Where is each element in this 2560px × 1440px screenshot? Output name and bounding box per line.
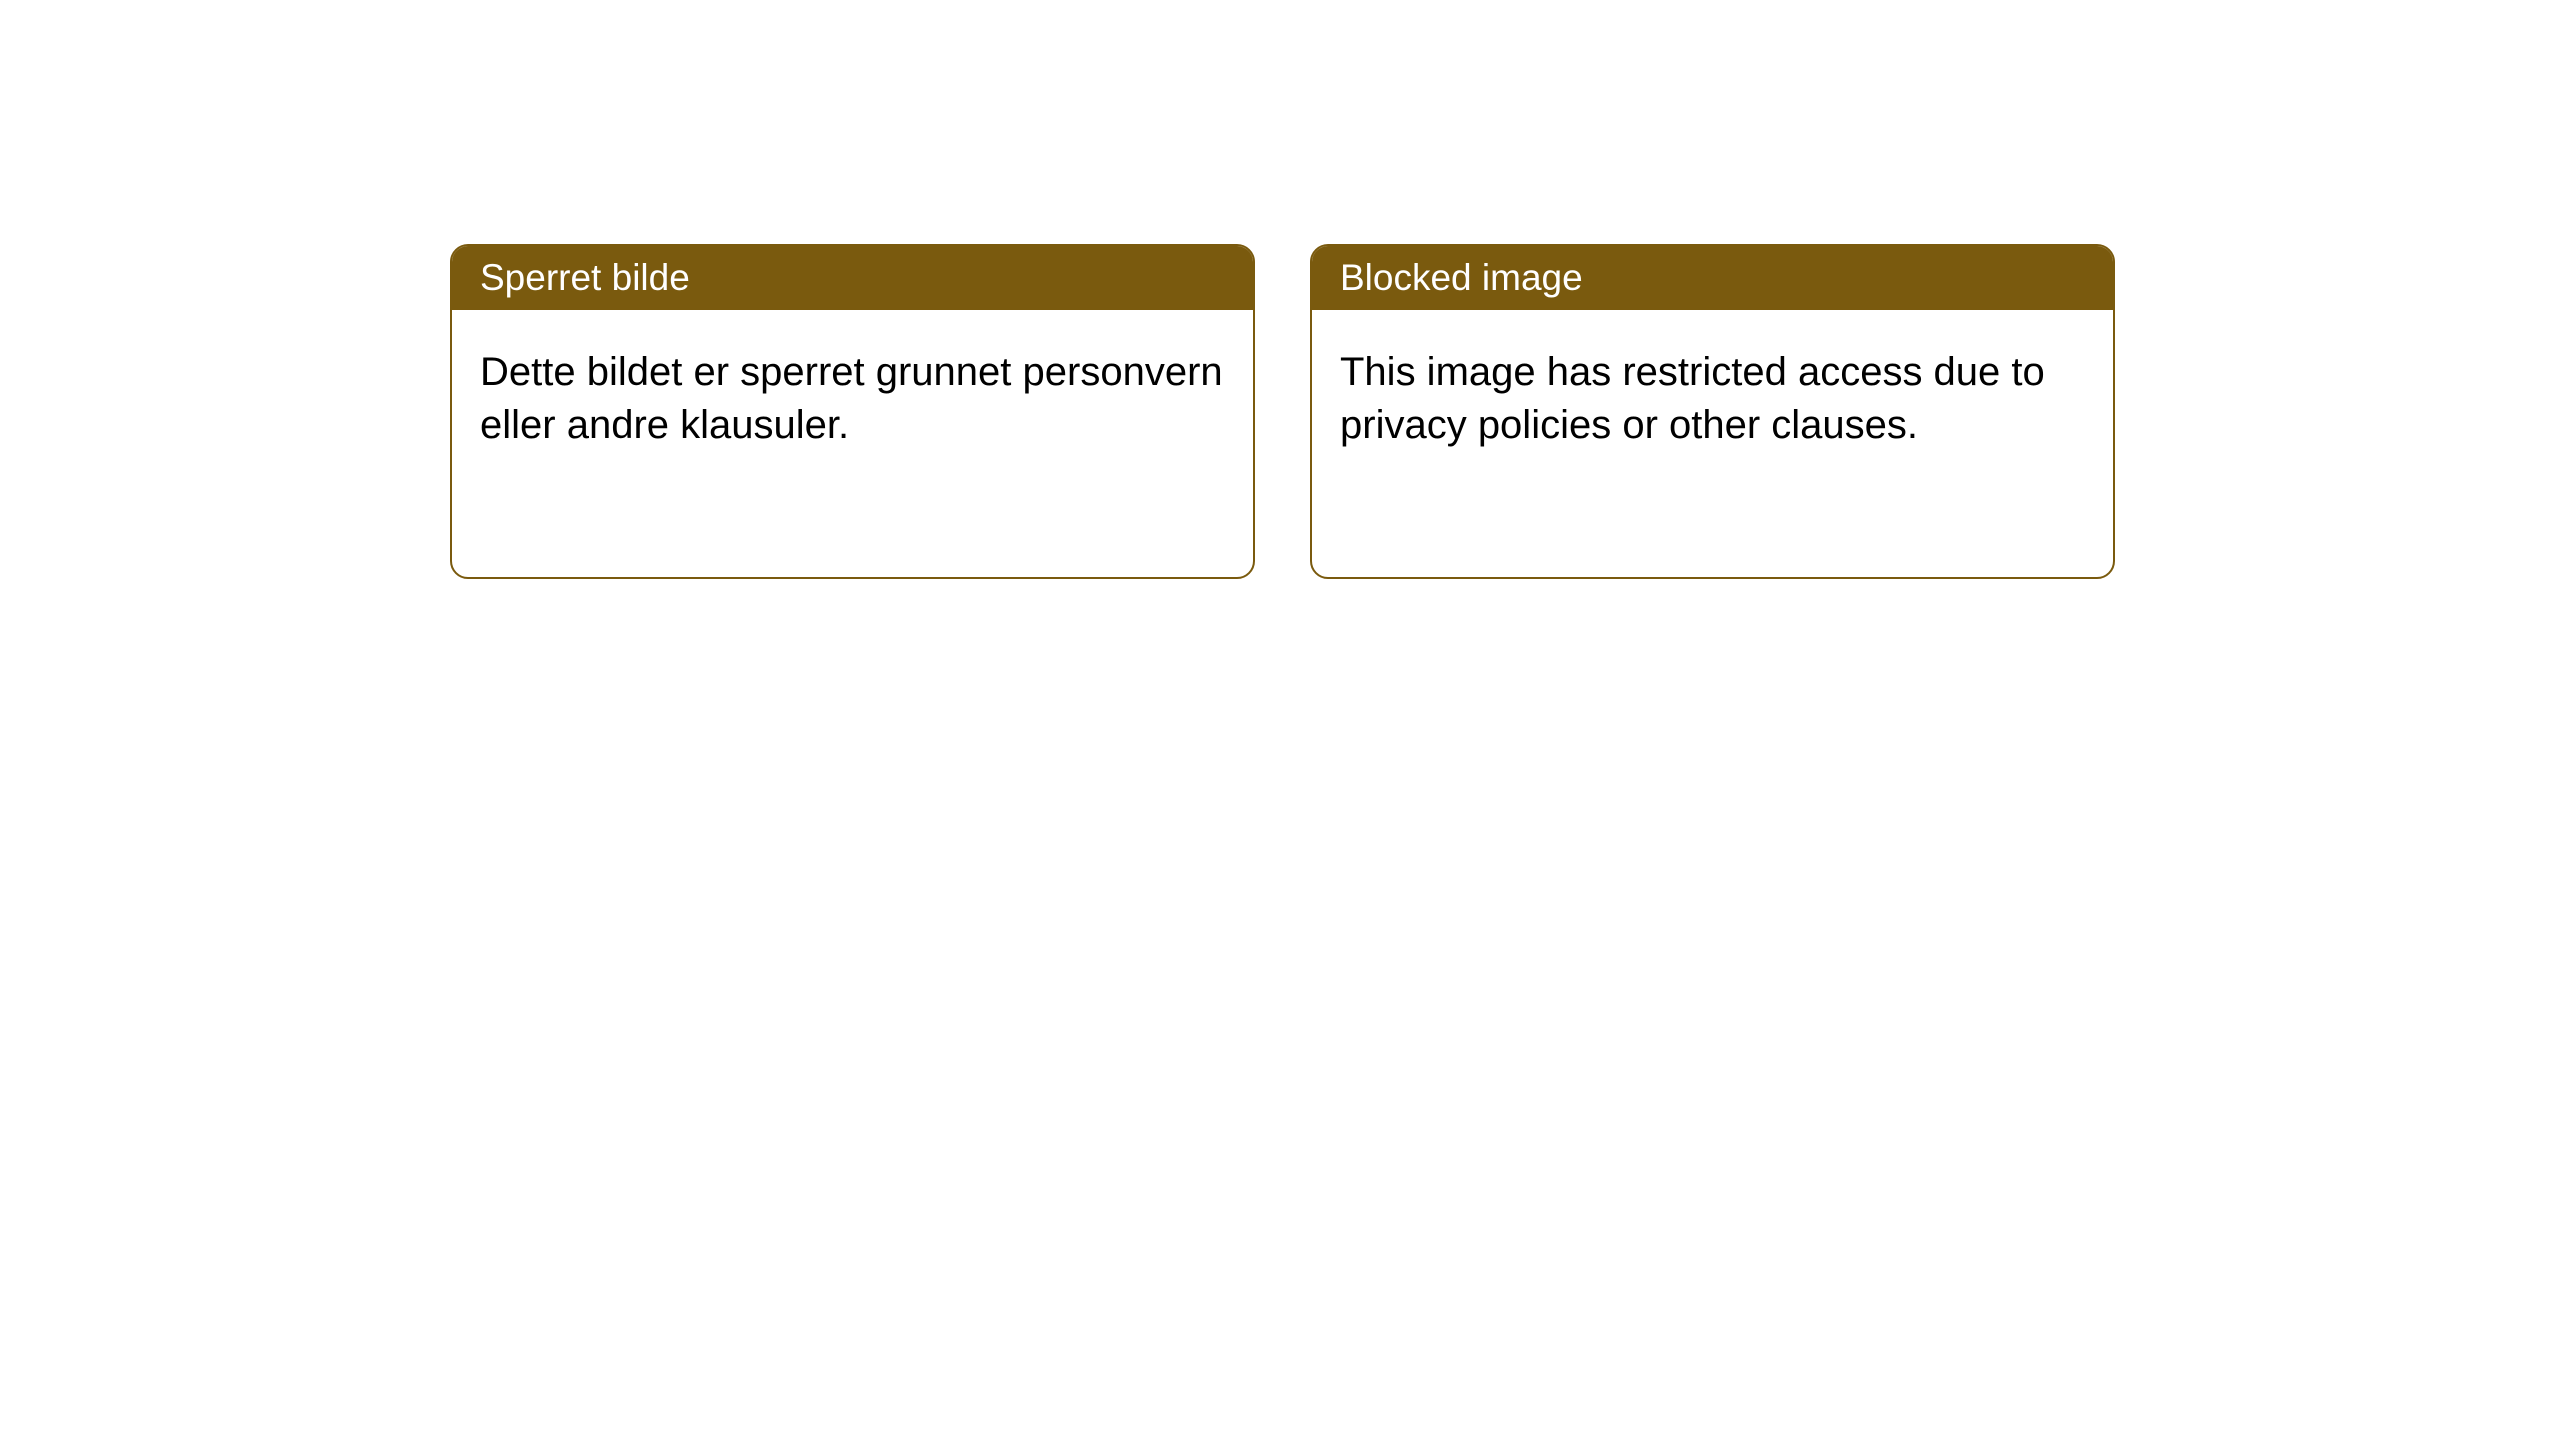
notice-card-body: Dette bildet er sperret grunnet personve…: [452, 310, 1253, 488]
notice-card-header: Sperret bilde: [452, 246, 1253, 310]
notice-card-message: This image has restricted access due to …: [1340, 350, 2045, 447]
notice-cards-container: Sperret bilde Dette bildet er sperret gr…: [450, 244, 2115, 579]
notice-card-norwegian: Sperret bilde Dette bildet er sperret gr…: [450, 244, 1255, 579]
notice-card-english: Blocked image This image has restricted …: [1310, 244, 2115, 579]
notice-card-body: This image has restricted access due to …: [1312, 310, 2113, 488]
notice-card-message: Dette bildet er sperret grunnet personve…: [480, 350, 1223, 447]
notice-card-title: Sperret bilde: [480, 257, 690, 298]
notice-card-header: Blocked image: [1312, 246, 2113, 310]
notice-card-title: Blocked image: [1340, 257, 1583, 298]
